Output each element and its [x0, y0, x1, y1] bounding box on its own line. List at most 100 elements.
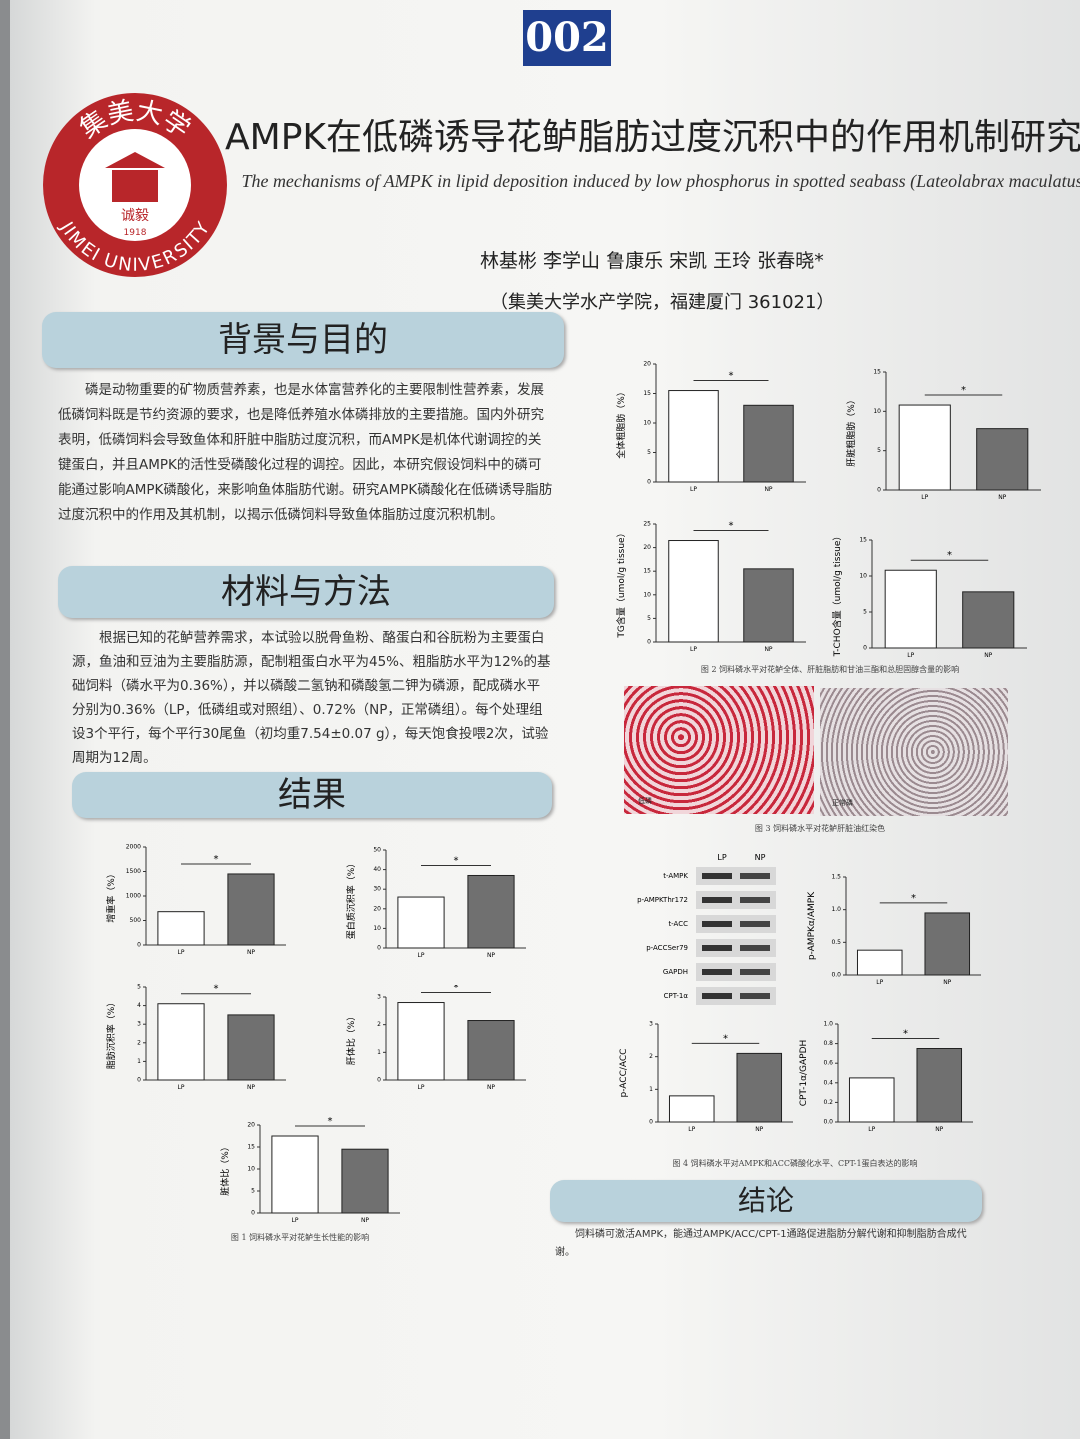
y-axis-label: 肝体比（%）: [345, 1012, 357, 1066]
y-tick-label: 0.8: [823, 1040, 833, 1047]
y-tick-label: 0.0: [831, 972, 841, 979]
x-tick-label: NP: [943, 979, 951, 986]
caption: 图 1 饲料磷水平对花鲈生长性能的影响: [230, 1233, 370, 1242]
logo-gate: [105, 152, 165, 202]
y-tick-label: 5: [877, 447, 881, 454]
y-tick-label: 0: [863, 645, 867, 652]
significance: *: [911, 893, 916, 904]
section-title: 结果: [72, 772, 552, 818]
x-tick-label: NP: [755, 1126, 763, 1133]
blot-band: [696, 939, 776, 957]
y-tick-label: 3: [377, 994, 381, 1001]
y-tick-label: 2: [137, 1039, 141, 1046]
logo-year: 1918: [124, 228, 147, 238]
y-tick-label: 0: [377, 1077, 381, 1084]
x-tick-label: NP: [764, 646, 772, 653]
caption: 图 4 饲料磷水平对AMPK和ACC磷酸化水平、CPT-1蛋白表达的影响: [672, 1159, 918, 1168]
bar: [397, 896, 445, 949]
bar: [397, 1002, 445, 1081]
y-tick-label: 0.6: [823, 1060, 833, 1067]
bar-chart: 蛋白质沉积率（%） 0 10 20 30 40 50 LP NP *: [345, 847, 526, 959]
badge: 002: [523, 10, 611, 66]
y-tick-label: 10: [247, 1166, 255, 1173]
authors: 林基彬 李学山 鲁康乐 宋凯 王玲 张春晓*: [480, 250, 824, 272]
y-tick-label: 10: [373, 925, 381, 932]
bar-chart: p-AMPKα/AMPK 0.0 0.5 1.0 1.5 LP NP *: [807, 874, 981, 986]
blot-band: [696, 891, 776, 909]
y-tick-label: 3: [137, 1021, 141, 1028]
blot-band: [740, 945, 770, 951]
bar: [856, 949, 903, 976]
y-axis-label: 肝脏粗脂肪（%）: [845, 395, 857, 467]
y-tick-label: 1.0: [831, 906, 841, 913]
caption: 图 3 饲料磷水平对花鲈肝脏油红染色: [754, 824, 886, 833]
blot-band: [702, 945, 732, 951]
y-tick-label: 5: [647, 449, 651, 456]
blot-lane: LP: [717, 853, 726, 862]
significance: *: [214, 984, 219, 995]
blot-band: [740, 921, 770, 927]
blot-band: [696, 963, 776, 981]
y-tick-label: 10: [643, 591, 651, 598]
x-tick-label: NP: [935, 1126, 943, 1133]
histology-label: 低磷: [638, 797, 652, 805]
y-tick-label: 10: [643, 420, 651, 427]
y-tick-label: 50: [373, 847, 381, 854]
y-tick-label: 20: [247, 1122, 255, 1129]
y-tick-label: 15: [873, 369, 881, 376]
y-tick-label: 5: [863, 609, 867, 616]
significance: *: [961, 385, 966, 396]
bar: [668, 390, 719, 483]
y-tick-label: 0: [877, 487, 881, 494]
x-tick-label: NP: [487, 1084, 495, 1091]
bar: [962, 591, 1015, 649]
y-tick-label: 0.0: [823, 1119, 833, 1126]
y-axis-label: CPT-1α/GAPDH: [799, 1040, 809, 1107]
significance: *: [947, 550, 952, 561]
significance: *: [729, 371, 734, 382]
y-tick-label: 15: [643, 568, 651, 575]
blot-band: [740, 873, 770, 879]
bar: [736, 1052, 783, 1123]
significance: *: [729, 521, 734, 532]
title: AMPK在低磷诱导花鲈脂肪过度沉积中的作用机制研究: [225, 117, 1080, 158]
blot-lane: NP: [755, 853, 766, 862]
y-axis-label: TG含量（umol/g tissue）: [615, 528, 627, 638]
x-tick-label: NP: [247, 1084, 255, 1091]
blot-row-label: GAPDH: [663, 968, 688, 976]
histology-image: 正常磷: [820, 688, 1008, 816]
x-tick-label: NP: [998, 494, 1006, 501]
bar: [924, 912, 971, 976]
y-tick-label: 0: [649, 1119, 653, 1126]
x-tick-label: LP: [868, 1126, 875, 1133]
y-tick-label: 15: [643, 390, 651, 397]
bar: [227, 1014, 275, 1081]
y-tick-label: 4: [137, 1002, 141, 1009]
y-tick-label: 1: [377, 1049, 381, 1056]
x-tick-label: LP: [418, 1084, 425, 1091]
x-tick-label: NP: [361, 1217, 369, 1224]
blot-band: [702, 897, 732, 903]
significance: *: [903, 1029, 908, 1040]
x-tick-label: LP: [292, 1217, 299, 1224]
bar-chart: TG含量（umol/g tissue） 0 5 10 15 20 25 LP NP *: [615, 521, 806, 653]
bar-chart: 肝体比（%） 0 1 2 3 LP NP *: [345, 985, 526, 1091]
blot-row-label: p-ACCSer79: [646, 944, 688, 952]
x-tick-label: LP: [688, 1126, 695, 1133]
y-axis-label: p-AMPKα/AMPK: [807, 891, 817, 960]
y-tick-label: 0: [251, 1210, 255, 1217]
y-tick-label: 5: [647, 615, 651, 622]
y-tick-label: 2000: [126, 844, 141, 851]
y-tick-label: 40: [373, 866, 381, 873]
significance: *: [328, 1116, 333, 1127]
blot-band: [696, 987, 776, 1005]
blot-row-label: t-ACC: [668, 920, 688, 928]
blot-band: [740, 969, 770, 975]
western-blot: LP NP t-AMPK p-AMPKThr172 t-ACC p-ACCSer79 GAP…: [637, 853, 776, 1005]
bar: [157, 1003, 205, 1081]
logo: 集美大学 JIMEI UNIVERSITY 诚毅 1918: [43, 93, 227, 277]
y-tick-label: 15: [859, 537, 867, 544]
logo-motto: 诚毅: [121, 207, 149, 224]
bar: [271, 1135, 319, 1214]
y-axis-label: T-CHO含量（umol/g tissue）: [831, 532, 843, 658]
